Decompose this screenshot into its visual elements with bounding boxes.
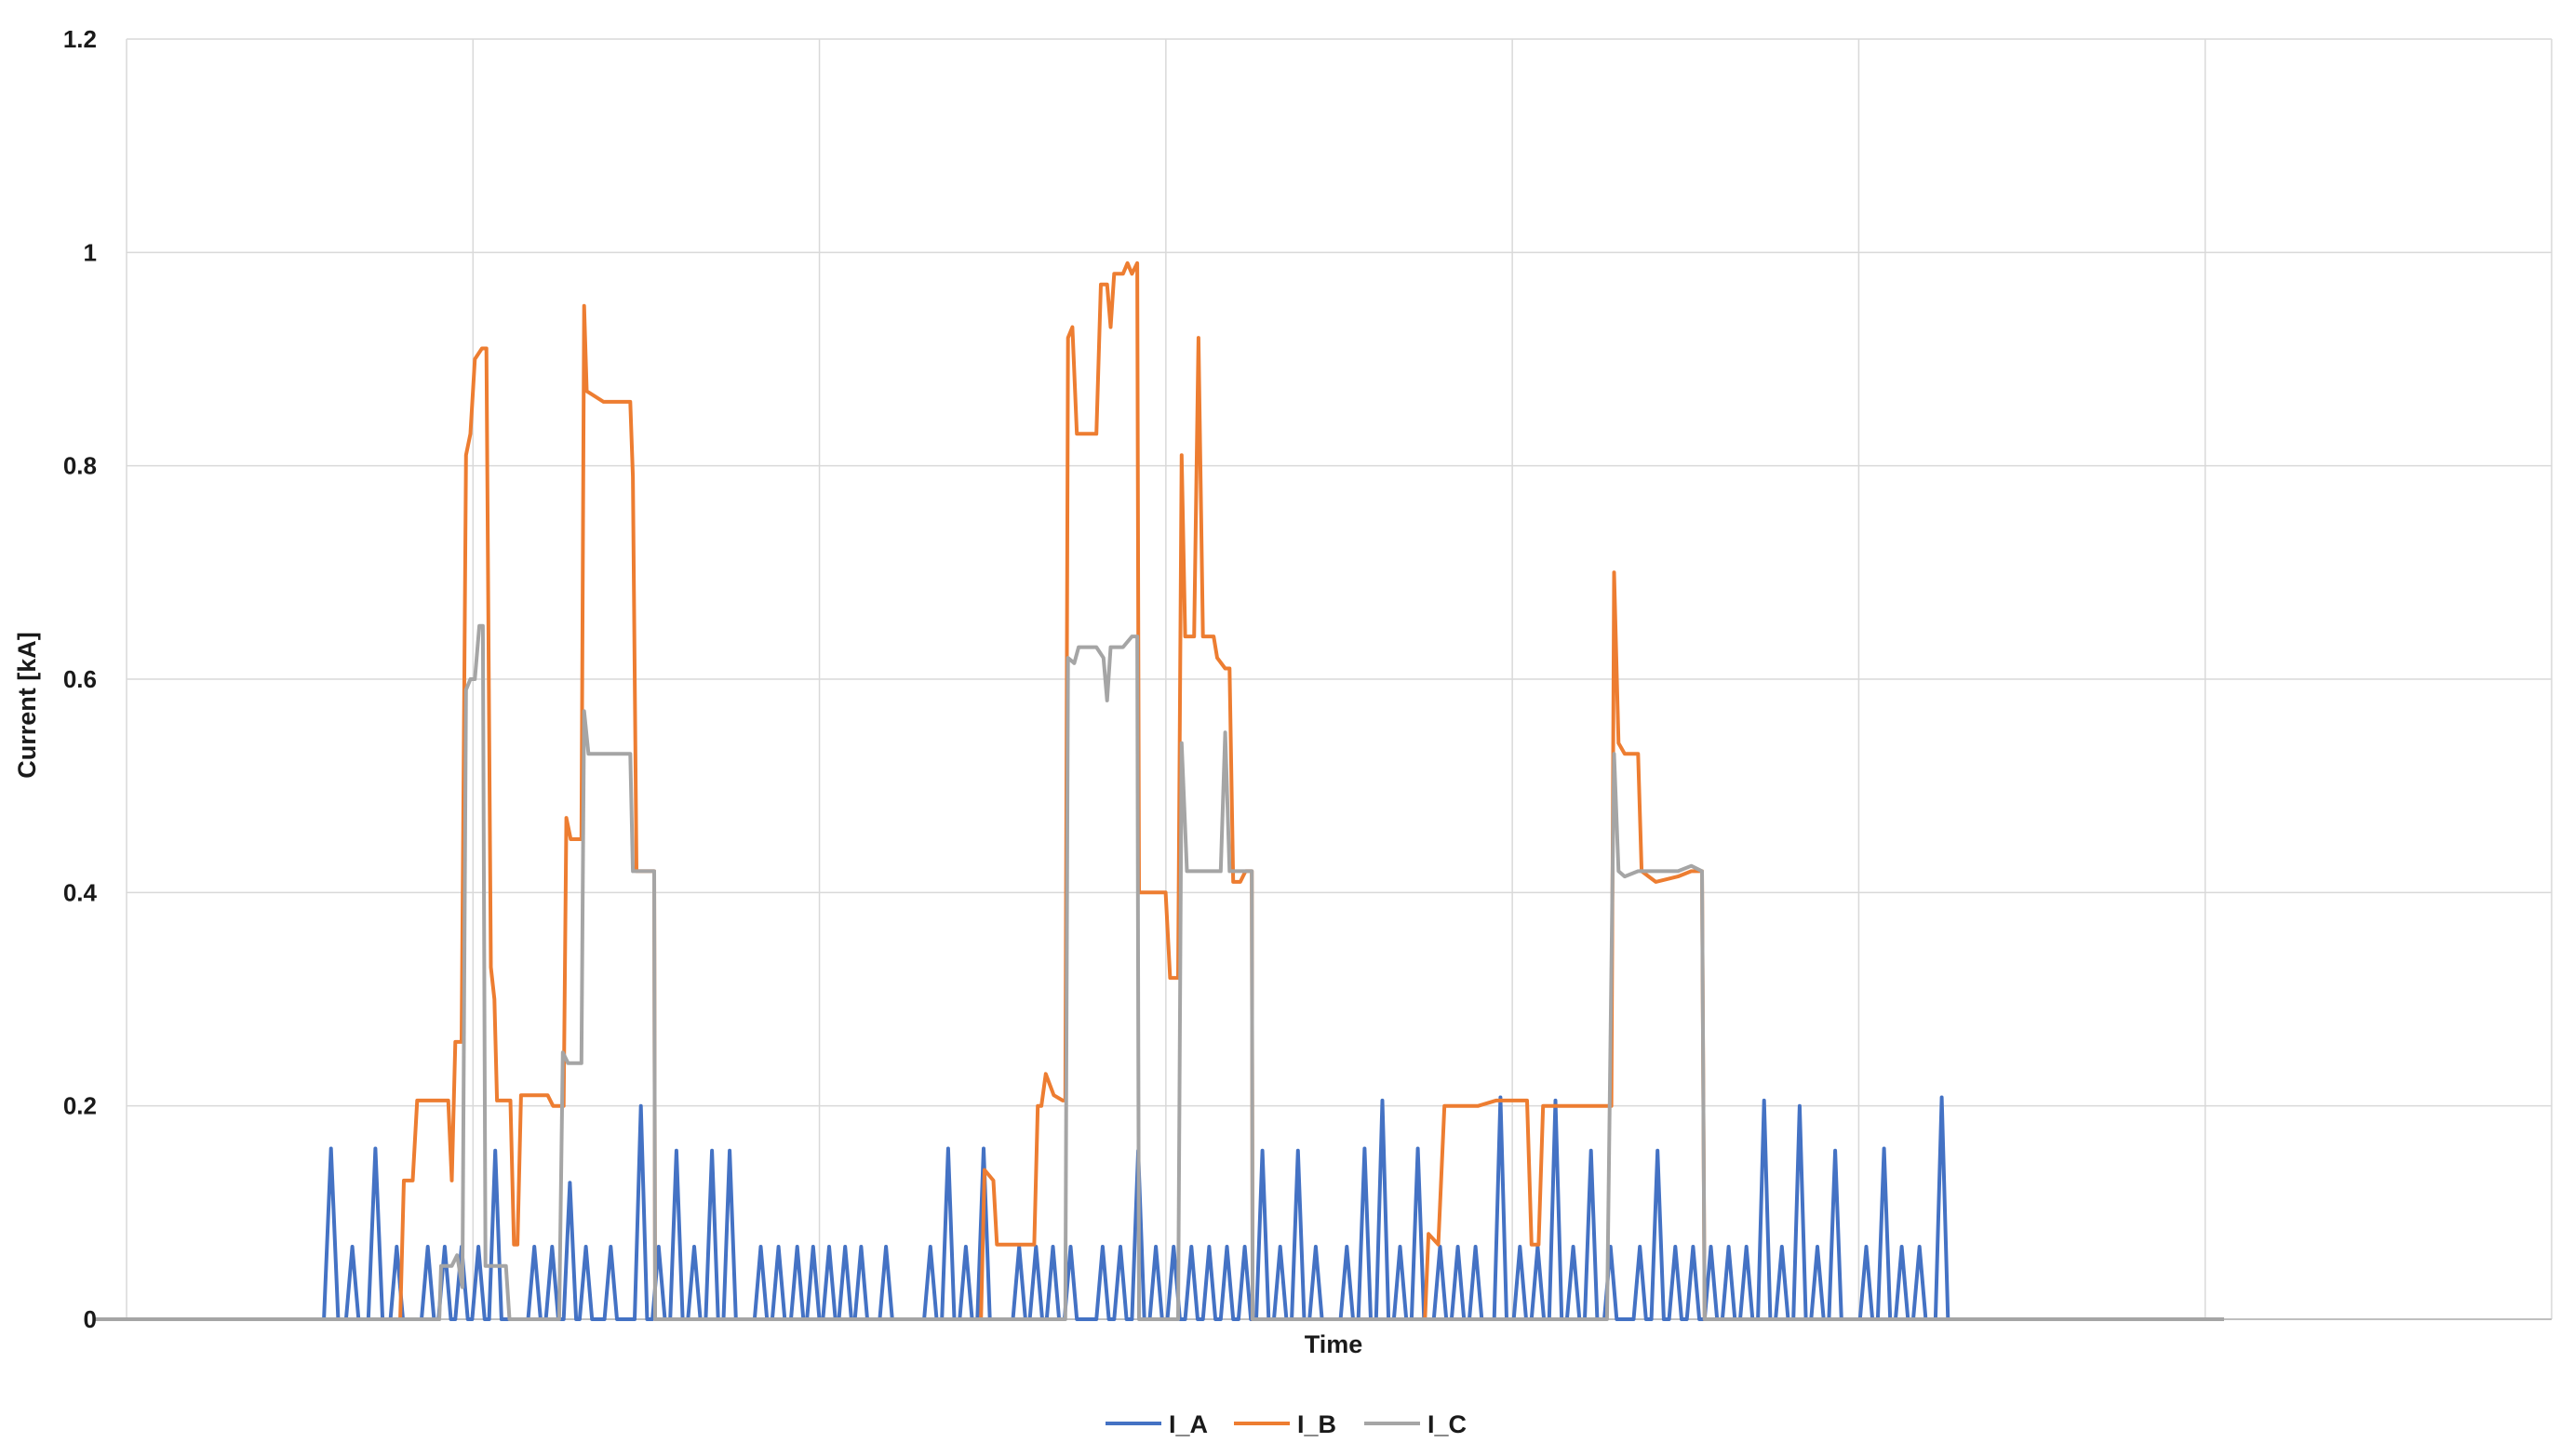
y-tick-label: 0.2 <box>63 1092 97 1120</box>
y-tick-label: 1 <box>84 238 97 266</box>
legend-item-i-c: I_C <box>1364 1410 1467 1438</box>
y-tick-label: 0 <box>84 1305 97 1333</box>
series-line-i-b <box>93 260 2224 1321</box>
legend-item-i-b: I_B <box>1234 1410 1336 1438</box>
y-tick-label: 0.8 <box>63 452 97 480</box>
series-line-i-a <box>93 1095 2224 1321</box>
legend-label: I_C <box>1427 1410 1467 1438</box>
y-tick-label: 0.6 <box>63 665 97 693</box>
gridlines <box>126 38 2553 1320</box>
legend-item-i-a: I_A <box>1106 1410 1208 1438</box>
y-tick-label: 0.4 <box>63 878 98 906</box>
y-axis-title: Current [kA] <box>13 632 41 779</box>
x-axis-title: Time <box>1305 1330 1363 1358</box>
series-line-i-c <box>93 623 2224 1321</box>
y-tick-label: 1.2 <box>63 25 97 53</box>
legend: I_A I_B I_C <box>1106 1410 1467 1438</box>
y-tick-labels: 0 0.2 0.4 0.6 0.8 1 1.2 <box>63 25 98 1333</box>
series-lines <box>93 260 2224 1321</box>
legend-label: I_B <box>1297 1410 1336 1438</box>
legend-label: I_A <box>1169 1410 1208 1438</box>
